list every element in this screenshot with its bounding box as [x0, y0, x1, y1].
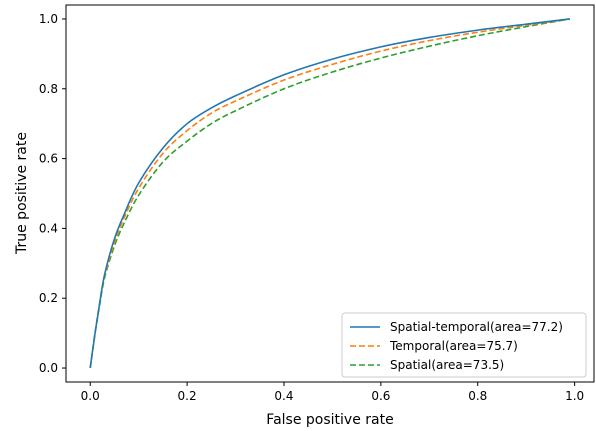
x-tick-label: 0.6	[371, 389, 390, 403]
legend-label: Spatial(area=73.5)	[390, 358, 504, 372]
y-axis-ticks: 0.0 0.2 0.4 0.6 0.8 1.0	[39, 12, 66, 375]
legend: Spatial-temporal(area=77.2) Temporal(area…	[341, 312, 587, 378]
x-axis-label: False positive rate	[266, 412, 393, 428]
plot-area	[65, 4, 595, 383]
series-line-1	[89, 18, 570, 369]
plot-frame	[65, 4, 595, 383]
series-layer	[89, 18, 570, 369]
x-tick-label: 0.0	[81, 389, 100, 403]
x-tick-label: 1.0	[565, 389, 584, 403]
x-tick-label: 0.2	[178, 389, 197, 403]
legend-label: Temporal(area=75.7)	[389, 339, 518, 353]
legend-entries: Spatial-temporal(area=77.2) Temporal(area…	[350, 320, 563, 372]
y-tick-label: 0.4	[39, 221, 58, 235]
y-tick-label: 0.8	[39, 82, 58, 96]
x-tick-label: 0.4	[274, 389, 293, 403]
y-tick-label: 1.0	[39, 12, 58, 26]
x-axis-ticks: 0.0 0.2 0.4 0.6 0.8 1.0	[81, 382, 584, 403]
legend-box	[341, 312, 587, 378]
legend-label: Spatial-temporal(area=77.2)	[390, 320, 563, 334]
y-tick-label: 0.2	[39, 291, 58, 305]
y-tick-label: 0.0	[39, 361, 58, 375]
x-tick-label: 0.8	[468, 389, 487, 403]
y-axis-label: True positive rate	[14, 132, 30, 255]
y-tick-label: 0.6	[39, 152, 58, 166]
